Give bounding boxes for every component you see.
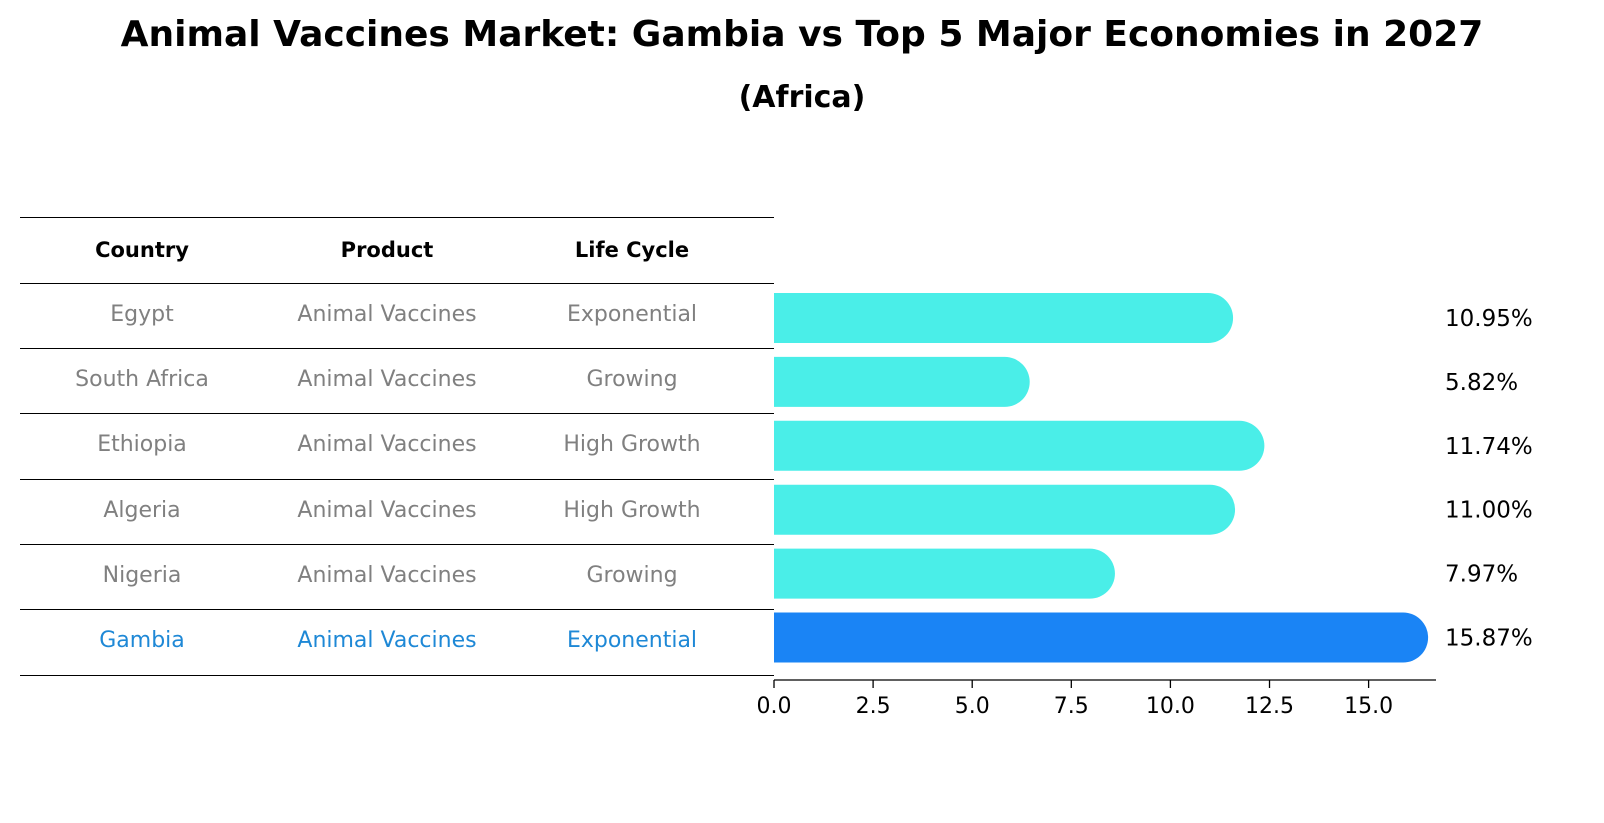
- cell-product: Animal Vaccines: [297, 563, 477, 588]
- cell-country-highlight: Gambia: [99, 628, 185, 653]
- bar-ethiopia: [774, 420, 1265, 471]
- bar-nigeria: [774, 548, 1115, 599]
- x-tick-label: 7.5: [1054, 694, 1089, 719]
- chart-subtitle: (Africa): [738, 80, 866, 115]
- cell-product: Animal Vaccines: [297, 498, 477, 523]
- cell-life-cycle: Exponential: [566, 302, 698, 327]
- x-tick-label: 2.5: [856, 694, 891, 719]
- cell-life-cycle: High Growth: [563, 498, 701, 523]
- x-tick-label: 0.0: [757, 694, 792, 719]
- table-rule: [20, 283, 774, 284]
- cell-product: Animal Vaccines: [297, 302, 477, 327]
- data-label-gambia: 15.87%: [1445, 626, 1533, 652]
- header-life-cycle: Life Cycle: [574, 238, 690, 262]
- table-rule: [20, 348, 774, 349]
- x-tick-label: 12.5: [1245, 694, 1294, 719]
- table-rule: [20, 544, 774, 545]
- cell-country: Nigeria: [102, 563, 182, 588]
- cell-country: Egypt: [110, 302, 174, 327]
- chart-title: Animal Vaccines Market: Gambia vs Top 5 …: [120, 14, 1484, 55]
- bar-gambia: [774, 612, 1429, 663]
- data-label-south-africa: 5.82%: [1445, 370, 1518, 396]
- data-label-algeria: 11.00%: [1445, 498, 1533, 524]
- cell-country: Algeria: [103, 498, 181, 523]
- table-rule: [20, 217, 774, 218]
- cell-life-cycle: High Growth: [563, 432, 701, 457]
- cell-life-cycle: Growing: [586, 367, 678, 392]
- table-rule: [20, 609, 774, 610]
- header-country: Country: [95, 238, 189, 262]
- cell-life-cycle-highlight: Exponential: [566, 628, 698, 653]
- cell-country: Ethiopia: [97, 432, 187, 457]
- data-label-nigeria: 7.97%: [1445, 562, 1518, 588]
- cell-product: Animal Vaccines: [297, 367, 477, 392]
- data-label-egypt: 10.95%: [1445, 306, 1533, 332]
- x-tick-label: 10.0: [1146, 694, 1195, 719]
- x-tick-label: 5.0: [955, 694, 990, 719]
- cell-product: Animal Vaccines: [297, 432, 477, 457]
- bar-egypt: [774, 293, 1234, 343]
- table-rule: [20, 675, 774, 676]
- bar-algeria: [774, 484, 1236, 535]
- header-product: Product: [340, 238, 434, 262]
- bar-south-africa: [774, 356, 1030, 407]
- cell-product-highlight: Animal Vaccines: [297, 628, 477, 653]
- cell-life-cycle: Growing: [586, 563, 678, 588]
- cell-country: South Africa: [75, 367, 209, 392]
- table-rule: [20, 413, 774, 414]
- data-label-ethiopia: 11.74%: [1445, 434, 1533, 460]
- x-tick-label: 15.0: [1344, 694, 1393, 719]
- table-rule: [20, 479, 774, 480]
